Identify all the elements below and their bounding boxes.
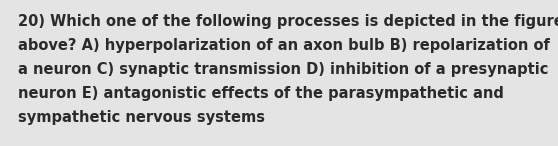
Text: above? A) hyperpolarization of an axon bulb B) repolarization of: above? A) hyperpolarization of an axon b…	[18, 38, 550, 53]
Text: 20) Which one of the following processes is depicted in the figure: 20) Which one of the following processes…	[18, 14, 558, 29]
Text: neuron E) antagonistic effects of the parasympathetic and: neuron E) antagonistic effects of the pa…	[18, 86, 504, 101]
Text: a neuron C) synaptic transmission D) inhibition of a presynaptic: a neuron C) synaptic transmission D) inh…	[18, 62, 549, 77]
Text: sympathetic nervous systems: sympathetic nervous systems	[18, 110, 265, 125]
